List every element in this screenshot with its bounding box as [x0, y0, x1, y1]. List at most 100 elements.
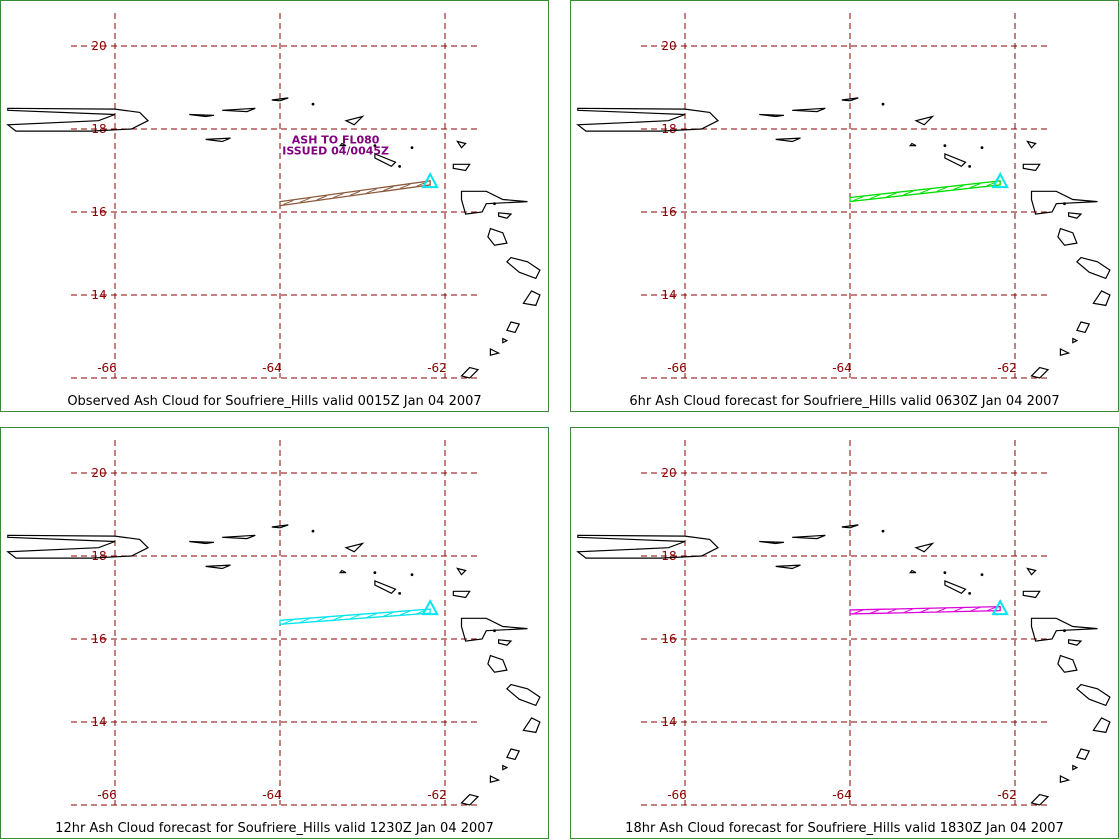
coast-st-vincent [506, 748, 521, 761]
coast-st-kitts [374, 580, 397, 595]
coast-martinique [506, 683, 541, 707]
lat-tick-label: 18 [661, 549, 676, 563]
lon-tick-label: -64 [262, 361, 282, 375]
coast-virgin-islands-c [841, 524, 859, 529]
volcano-marker [421, 599, 439, 616]
ash-cloud-hatch [853, 609, 864, 615]
islet [311, 102, 315, 106]
coast-st-vincent [1076, 321, 1091, 334]
islet [373, 144, 377, 148]
lat-tick-label: 20 [91, 466, 106, 480]
coast-st-kitts [944, 153, 967, 168]
islet [943, 144, 947, 148]
ash-cloud-hatch [986, 606, 997, 612]
coast-virgin-islands-c [271, 524, 289, 529]
coast-anguilla [914, 542, 935, 553]
coast-marie-galante [498, 212, 513, 219]
coast-dominica [1057, 654, 1078, 673]
coast-saba [908, 142, 917, 147]
islet [881, 102, 885, 106]
lat-tick-label: 20 [661, 466, 676, 480]
coast-virgin-islands-b [222, 107, 256, 113]
caption-6hr: 6hr Ash Cloud forecast for Soufriere_Hil… [629, 394, 1060, 409]
coast-guadeloupe [1030, 617, 1098, 642]
coast-virgin-islands-a [189, 540, 215, 545]
coast-st-lucia [1092, 717, 1111, 734]
lat-tick-label: 18 [91, 549, 106, 563]
ash-cloud-hatch [936, 186, 947, 192]
coast-grenadines-a [1072, 764, 1079, 771]
coast-dominica [487, 227, 508, 246]
coast-st-croix [775, 137, 801, 143]
coast-anguilla [344, 115, 365, 126]
ash-cloud-hatch [903, 190, 914, 196]
ash-cloud-hatch [953, 607, 964, 613]
islet [1063, 202, 1066, 206]
coast-guadeloupe [460, 190, 528, 215]
lat-tick-label: 16 [91, 205, 106, 219]
coast-virgin-islands-c [841, 97, 859, 102]
ash-cloud-outline [849, 180, 1001, 203]
ash-cloud-hatch [853, 196, 864, 202]
coast-antigua [1022, 163, 1041, 172]
map-6hr: -66-64-62-60-5820181614 [576, 13, 1111, 379]
coast-virgin-islands-a [759, 113, 785, 118]
lon-tick-label: -66 [97, 361, 117, 375]
ash-cloud-hatch [919, 607, 931, 613]
ash-cloud-hatch [366, 613, 377, 618]
coast-saba [338, 142, 347, 147]
map-12hr: -66-64-62-60-5820181614 [6, 440, 541, 806]
lon-tick-label: -66 [667, 788, 687, 802]
coast-barbuda [1026, 140, 1037, 149]
coast-grenada [460, 366, 480, 379]
volcano-marker [991, 172, 1009, 189]
ash-cloud-hatch [969, 183, 981, 189]
islet [410, 573, 414, 577]
ash-cloud-hatch [399, 610, 411, 616]
lat-tick-label: 14 [661, 288, 676, 302]
ash-cloud-hatch [383, 611, 394, 617]
ash-cloud-hatch [969, 606, 981, 612]
ash-cloud-hatch [349, 614, 361, 620]
panel-6hr: -66-64-62-60-5820181614 6hr Ash Cloud fo… [570, 0, 1119, 412]
ash-cloud-hatch [299, 197, 311, 203]
coast-virgin-islands-a [189, 113, 215, 118]
islet [1063, 629, 1066, 633]
ash-cloud-hatch [366, 188, 377, 194]
coast-saba [908, 569, 917, 574]
caption-12hr: 12hr Ash Cloud forecast for Soufriere_Hi… [55, 821, 494, 836]
coast-guadeloupe [1030, 190, 1098, 215]
coast-barbuda [1026, 567, 1037, 576]
coast-anguilla [344, 542, 365, 553]
lon-tick-label: -66 [667, 361, 687, 375]
coast-martinique [1076, 683, 1111, 707]
coast-barbuda [456, 567, 467, 576]
coast-st-croix [775, 564, 801, 570]
islet [493, 629, 496, 633]
coast-grenadines-b [489, 775, 501, 783]
ash-annotation-line: ASH TO FL080 [292, 134, 380, 147]
islet [943, 571, 947, 574]
lat-tick-label: 14 [661, 715, 676, 729]
ash-cloud-hatch [316, 616, 327, 622]
ash-cloud-hatch [399, 183, 411, 189]
coast-grenada [1030, 793, 1050, 806]
coast-dominica [487, 654, 508, 673]
coast-marie-galante [1068, 212, 1083, 219]
lon-tick-label: -62 [427, 361, 447, 375]
coast-martinique [1076, 256, 1111, 280]
islet [980, 146, 984, 150]
coast-virgin-islands-a [759, 540, 785, 545]
coast-st-vincent [1076, 748, 1091, 761]
ash-cloud-outline [279, 180, 431, 207]
coast-saba [338, 569, 347, 574]
ash-cloud-hatch [283, 619, 294, 625]
coast-virgin-islands-b [222, 534, 256, 540]
coast-grenadines-b [1059, 775, 1071, 783]
islet [373, 571, 377, 574]
islet [968, 591, 972, 595]
coast-virgin-islands-b [792, 107, 826, 113]
coast-grenadines-b [489, 348, 501, 356]
coast-puerto-rico [576, 107, 720, 132]
ash-cloud-hatch [903, 608, 914, 614]
